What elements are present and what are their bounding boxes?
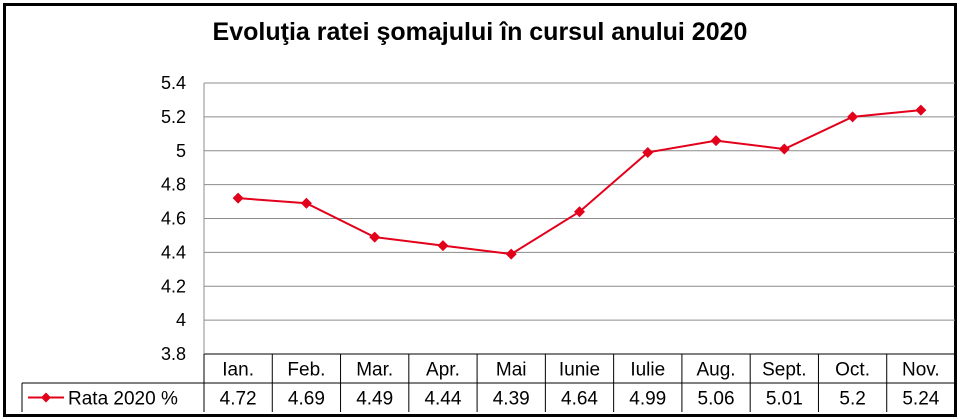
data-point — [437, 240, 449, 252]
category-label: Sept. — [762, 360, 806, 381]
y-tick-label: 4.2 — [161, 276, 186, 296]
data-point — [710, 135, 722, 147]
y-tick-label: 4 — [176, 310, 186, 330]
data-point — [505, 248, 517, 260]
data-value-label: 4.72 — [220, 389, 257, 410]
y-axis-ticks: 3.8 4 4.2 4.4 4.6 4.8 5 5.2 5.4 — [161, 73, 186, 364]
category-label: Ian. — [222, 360, 254, 381]
chart-title: Evoluţia ratei şomajului în cursul anulu… — [212, 18, 748, 46]
category-label: Feb. — [287, 360, 325, 381]
data-value-label: 4.49 — [356, 389, 393, 410]
category-label: Mar. — [356, 360, 393, 381]
data-point — [369, 231, 381, 243]
category-label: Oct. — [835, 360, 870, 381]
data-point — [778, 143, 790, 155]
category-label: Nov. — [902, 360, 940, 381]
data-value-label: 4.39 — [493, 389, 530, 410]
category-label: Iunie — [559, 360, 600, 381]
y-tick-label: 5.4 — [161, 73, 186, 93]
y-tick-label: 3.8 — [161, 344, 186, 364]
data-point — [300, 197, 312, 209]
category-label: Apr. — [426, 360, 460, 381]
data-point — [232, 192, 244, 204]
data-point — [915, 104, 927, 116]
data-value-label: 5.2 — [839, 389, 865, 410]
legend-label: Rata 2020 % — [68, 389, 178, 410]
data-value-label: 5.06 — [698, 389, 735, 410]
data-table: Ian. 4.72 Feb. 4.69 Mar. 4.49 Apr. 4.44 Mai 4.39 I… — [21, 354, 956, 412]
chart-frame — [3, 3, 957, 417]
data-value-label: 5.01 — [766, 389, 803, 410]
data-value-label: 4.64 — [561, 389, 598, 410]
category-label: Aug. — [696, 360, 735, 381]
data-point — [574, 206, 585, 218]
series-line — [238, 109, 921, 256]
series-rata-2020 — [232, 104, 927, 260]
category-label: Mai — [496, 360, 527, 381]
y-tick-label: 5 — [176, 141, 186, 161]
data-value-label: 5.24 — [902, 389, 939, 410]
data-value-label: 4.44 — [424, 389, 461, 410]
legend-marker — [41, 392, 51, 403]
gridlines — [203, 82, 955, 355]
y-tick-label: 5.2 — [161, 107, 186, 127]
y-tick-label: 4.4 — [161, 242, 186, 262]
data-value-label: 4.99 — [629, 389, 666, 410]
y-tick-label: 4.8 — [161, 175, 186, 195]
data-point — [847, 111, 859, 123]
category-label: Iulie — [630, 360, 665, 381]
y-tick-label: 4.6 — [161, 209, 186, 229]
data-point — [642, 146, 654, 158]
data-value-label: 4.69 — [288, 389, 325, 410]
